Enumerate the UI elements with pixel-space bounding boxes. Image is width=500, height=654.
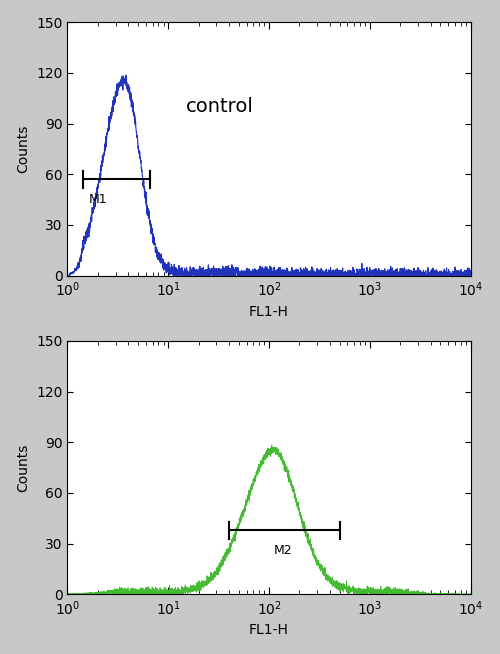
X-axis label: FL1-H: FL1-H	[249, 305, 289, 318]
Text: M2: M2	[274, 543, 292, 557]
Text: M1: M1	[88, 193, 108, 206]
X-axis label: FL1-H: FL1-H	[249, 623, 289, 638]
Y-axis label: Counts: Counts	[16, 443, 30, 492]
Y-axis label: Counts: Counts	[16, 125, 30, 173]
Text: control: control	[186, 97, 254, 116]
